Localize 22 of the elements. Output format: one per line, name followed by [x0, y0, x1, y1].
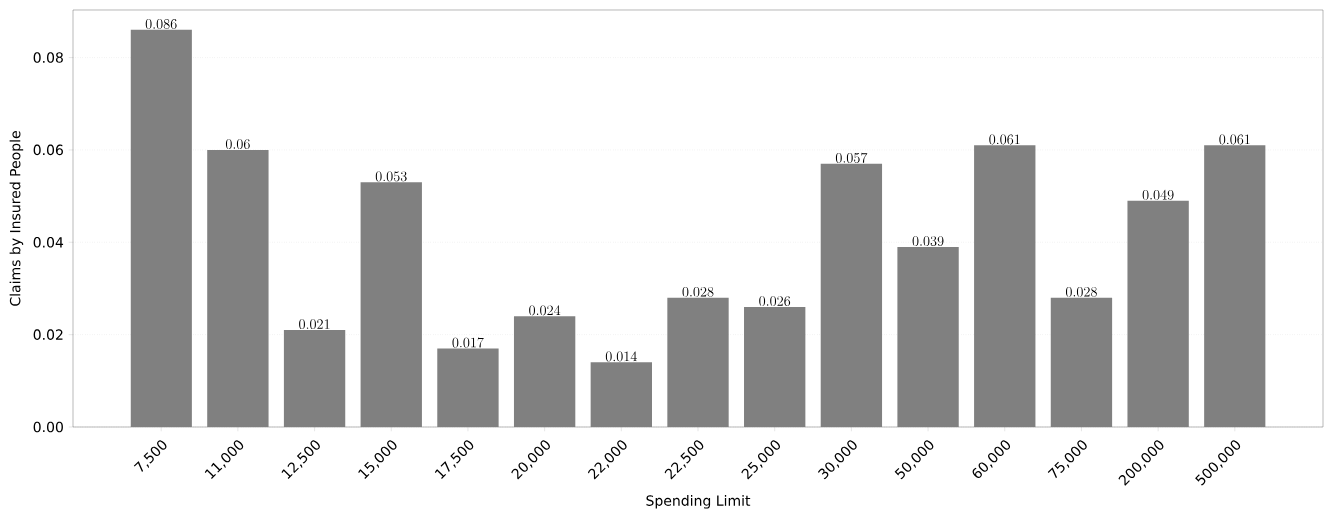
y-tick-label: 0.06 — [33, 144, 63, 156]
y-axis-title: Claims by Insured People — [9, 131, 24, 306]
data-label: 0.039 — [912, 236, 944, 246]
data-label: 0.024 — [529, 305, 561, 316]
data-label: 0.086 — [145, 19, 177, 29]
data-label: 0.014 — [605, 351, 637, 362]
data-label: 0.057 — [835, 152, 868, 163]
data-label: 0.061 — [1219, 134, 1250, 145]
data-label: 0.049 — [1142, 189, 1174, 200]
y-tick-label: 0.08 — [33, 52, 63, 63]
data-label: 0.026 — [759, 296, 791, 307]
y-tick-label: 0.04 — [33, 236, 64, 248]
data-label: 0.021 — [299, 319, 330, 330]
x-axis-title: Spending Limit — [646, 495, 751, 509]
data-label: 0.017 — [452, 337, 484, 348]
y-tick-label: 0.00 — [33, 421, 63, 433]
data-label: 0.06 — [225, 139, 250, 150]
y-tick-label: 0.02 — [33, 329, 63, 340]
data-label: 0.053 — [375, 171, 407, 182]
data-label: 0.028 — [682, 286, 714, 297]
data-label: 0.061 — [989, 134, 1020, 145]
data-label: 0.028 — [1065, 286, 1097, 297]
